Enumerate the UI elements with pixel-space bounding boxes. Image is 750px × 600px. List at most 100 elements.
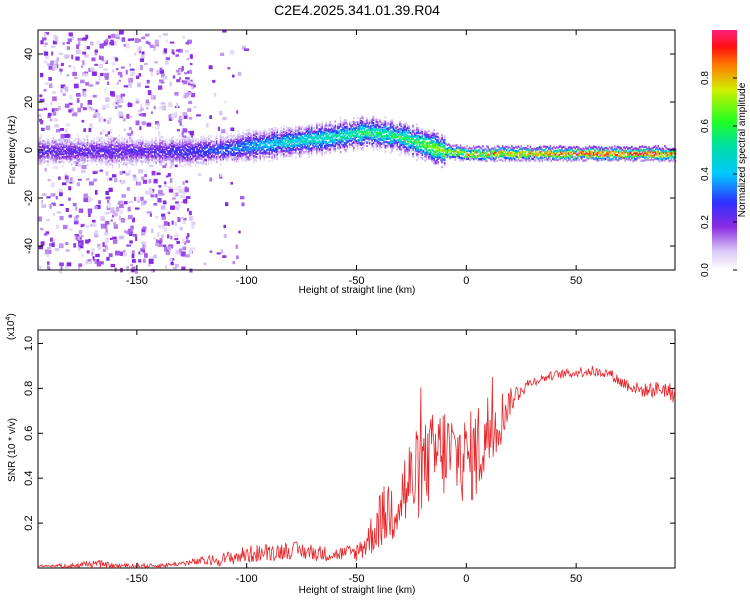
- spectrogram-cell: [106, 140, 109, 143]
- spectrogram-cell: [134, 52, 137, 56]
- spectrogram-cell: [144, 253, 148, 258]
- spectrogram-cell: [237, 148, 239, 151]
- spectrogram-cell: [422, 144, 425, 147]
- spectrogram-cell: [426, 131, 429, 134]
- spectrogram-cell: [107, 146, 110, 149]
- spectrogram-cell: [172, 153, 174, 157]
- spectrogram-cell: [97, 143, 99, 146]
- spectrogram-cell: [366, 125, 368, 128]
- spectrogram-cell: [70, 137, 73, 140]
- spectrogram-cell: [78, 148, 81, 151]
- spectrogram-cell: [411, 150, 413, 153]
- spectrogram-cell: [189, 216, 193, 221]
- spectrogram-cell: [180, 115, 185, 119]
- spectrogram-cell: [262, 141, 264, 144]
- spectrogram-cell: [302, 145, 305, 148]
- spectrogram-cell: [175, 149, 177, 152]
- spectrogram-cell: [440, 146, 442, 149]
- spectrogram-cell: [68, 197, 71, 201]
- spectrogram-cell: [383, 126, 385, 129]
- spectrogram-cell: [41, 200, 44, 204]
- spectrogram-cell: [312, 130, 314, 134]
- spectrogram-cell: [339, 142, 342, 145]
- spectrogram-cell: [70, 107, 74, 112]
- spectrogram-cell: [260, 142, 263, 145]
- spectrogram-cell: [173, 157, 176, 160]
- spectrogram-cell: [142, 152, 144, 155]
- spectrogram-cell: [428, 142, 430, 146]
- spectrogram-cell: [305, 150, 308, 153]
- spectrogram-cell: [117, 157, 119, 160]
- spectrogram-cell: [418, 152, 421, 155]
- spectrogram-cell: [45, 82, 49, 85]
- spectrogram-cell: [322, 142, 325, 145]
- spectrogram-cell: [157, 160, 160, 163]
- spectrogram-cell: [208, 142, 210, 145]
- spectrogram-cell: [416, 141, 418, 144]
- spectrogram-cell: [428, 152, 430, 155]
- spectrogram-cell: [78, 230, 83, 235]
- spectrogram-cell: [374, 129, 376, 132]
- spectrogram-cell: [179, 216, 185, 219]
- spectrogram-cell: [276, 153, 279, 156]
- spectrogram-cell: [78, 153, 81, 156]
- spectrogram-cell: [171, 49, 175, 54]
- spectrogram-cell: [85, 82, 90, 86]
- spectrogram-cell: [44, 54, 49, 59]
- spectrogram-cell: [285, 144, 288, 147]
- spectrogram-cell: [51, 145, 53, 148]
- spectrogram-cell: [376, 128, 379, 131]
- spectrogram-cell: [272, 138, 275, 142]
- spectrogram-cell: [254, 159, 256, 162]
- spectrogram-cell: [164, 184, 168, 188]
- spectrogram-cell: [317, 137, 319, 140]
- spectrogram-cell: [231, 147, 234, 150]
- spectrogram-cell: [277, 147, 280, 150]
- spectrogram-cell: [96, 137, 98, 140]
- spectrogram-cell: [168, 117, 173, 121]
- spectrogram-cell: [178, 186, 181, 189]
- spectrogram-cell: [111, 166, 114, 169]
- spectrogram-cell: [270, 139, 272, 142]
- spectrogram-cell: [346, 128, 348, 132]
- spectrogram-cell: [297, 144, 300, 147]
- spectrogram-cell: [334, 120, 337, 123]
- spectrogram-cell: [158, 81, 162, 85]
- spectrogram-cell: [227, 153, 230, 156]
- spectrogram-cell: [169, 141, 172, 144]
- spectrogram-cell: [132, 157, 135, 160]
- spectrogram-cell: [440, 140, 442, 143]
- spectrogram-cell: [225, 157, 227, 161]
- spectrogram-cell: [161, 73, 166, 78]
- spectrogram-cell: [56, 211, 62, 214]
- spectrogram-cell: [382, 129, 384, 132]
- spectrogram-cell: [234, 157, 237, 162]
- spectrogram-cell: [364, 124, 367, 127]
- spectrogram-cell: [86, 46, 90, 50]
- spectrogram-cell: [226, 144, 229, 147]
- spectrogram-cell: [181, 137, 184, 140]
- spectrogram-cell: [284, 150, 287, 153]
- spectrogram-cell: [237, 160, 239, 163]
- spectrogram-cell: [63, 142, 65, 145]
- spectrogram-cell: [192, 137, 194, 140]
- spectrogram-cell: [189, 54, 193, 58]
- spectrogram-cell: [97, 154, 99, 157]
- spectrogram-cell: [194, 143, 197, 146]
- spectrogram-cell: [391, 145, 393, 148]
- spectrogram-cell: [186, 140, 189, 143]
- spectrogram-cell: [296, 136, 298, 139]
- spectrogram-cell: [252, 155, 255, 158]
- spectrogram-cell: [123, 150, 126, 153]
- spectrogram-cell: [159, 157, 161, 160]
- spectrogram-cell: [430, 136, 433, 139]
- spectrogram-cell: [368, 134, 371, 137]
- spectrogram-cell: [259, 150, 261, 153]
- spectrogram-cell: [90, 146, 93, 149]
- spectrogram-cell: [275, 155, 277, 158]
- spectrogram-cell: [393, 141, 396, 144]
- spectrogram-cell: [225, 141, 227, 144]
- spectrogram-cell: [74, 147, 77, 151]
- spectrogram-cell: [96, 163, 98, 166]
- spectrogram-cell: [183, 199, 188, 204]
